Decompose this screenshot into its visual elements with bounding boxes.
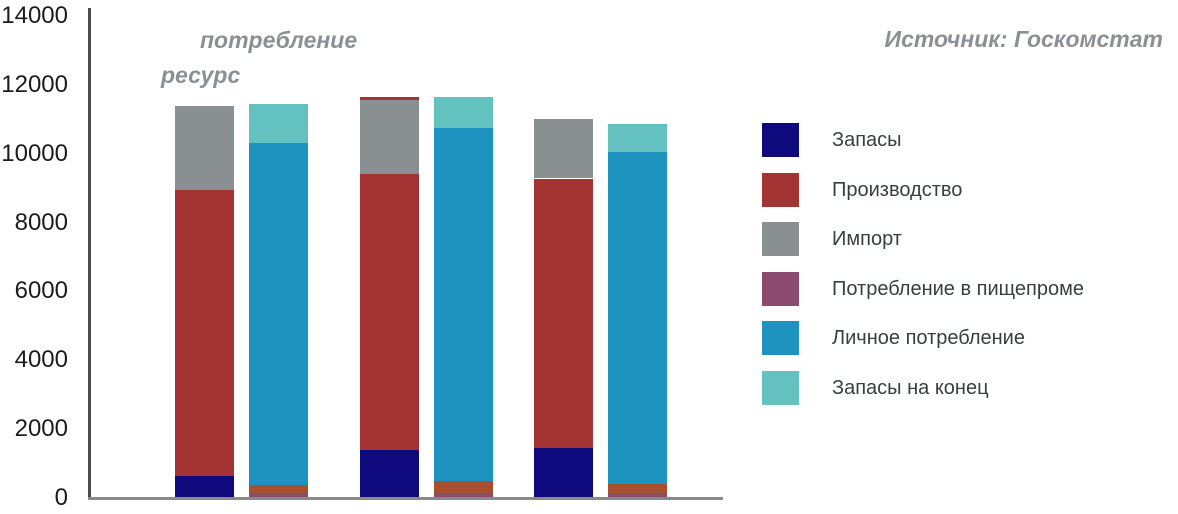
legend-swatch-lichnoe bbox=[762, 321, 799, 355]
resource-annotation: ресурс bbox=[161, 62, 241, 88]
legend-label-pishcheprom: Потребление в пищепроме bbox=[832, 277, 1084, 300]
bar-segment-unlabeled bbox=[249, 484, 308, 493]
legend-label-proizvodstvo: Производство bbox=[832, 178, 963, 201]
bar-segment-zapasy bbox=[360, 449, 419, 500]
x-axis-line bbox=[88, 497, 723, 500]
legend-label-lichnoe: Личное потребление bbox=[832, 327, 1025, 349]
y-axis-line bbox=[88, 8, 91, 500]
legend-swatch-pishcheprom bbox=[762, 271, 799, 306]
y-axis-tick-label: 4000 bbox=[14, 346, 68, 374]
consumption-annotation: потребление bbox=[200, 27, 358, 53]
bar-segment-zapasy-konets bbox=[434, 97, 493, 128]
legend-swatch-proizvodstvo bbox=[762, 172, 799, 207]
bar-segment-import bbox=[360, 99, 419, 175]
y-axis-tick-label: 0 bbox=[54, 484, 68, 511]
bar-segment-proizvodstvo bbox=[175, 189, 234, 476]
y-axis-tick-label: 14000 bbox=[1, 2, 68, 29]
legend-label-zapasy-konets: Запасы на конец bbox=[832, 376, 989, 399]
bar-segment-unlabeled bbox=[434, 481, 493, 493]
bar-segment-zapasy bbox=[534, 448, 593, 500]
bar-segment-lichnoe bbox=[434, 127, 493, 482]
source-note: Источник: Госкомстат bbox=[884, 26, 1163, 52]
y-axis-tick-label: 8000 bbox=[14, 208, 68, 236]
y-axis-tick-label: 2000 bbox=[14, 415, 68, 443]
bar-segment-pishcheprom bbox=[434, 492, 493, 500]
bar-segment-lichnoe bbox=[608, 151, 667, 484]
y-axis-tick-label: 12000 bbox=[1, 70, 68, 98]
bar-segment-lichnoe bbox=[249, 143, 308, 485]
legend-swatch-zapasy-konets bbox=[762, 370, 799, 405]
bar-segment-proizvodstvo bbox=[534, 178, 593, 449]
legend-swatch-import bbox=[762, 222, 799, 256]
legend-swatch-zapasy bbox=[762, 123, 799, 157]
y-axis-tick-label: 10000 bbox=[1, 139, 68, 167]
bar-segment-unlabeled bbox=[608, 483, 667, 493]
bar-segment-pishcheprom bbox=[608, 492, 667, 500]
bar-segment-unlabeled-cap bbox=[360, 96, 419, 100]
bar-segment-proizvodstvo bbox=[360, 174, 419, 450]
y-axis-tick-label: 6000 bbox=[14, 277, 68, 305]
bar-segment-import bbox=[175, 105, 234, 190]
legend-label-import: Импорт bbox=[832, 228, 902, 250]
bar-segment-zapasy-konets bbox=[249, 104, 308, 144]
bar-segment-import bbox=[534, 118, 593, 179]
bar-segment-zapasy-konets bbox=[608, 124, 667, 152]
bar-segment-zapasy bbox=[175, 475, 234, 500]
bar-segment-pishcheprom bbox=[249, 492, 308, 500]
legend-label-zapasy: Запасы bbox=[832, 129, 902, 151]
